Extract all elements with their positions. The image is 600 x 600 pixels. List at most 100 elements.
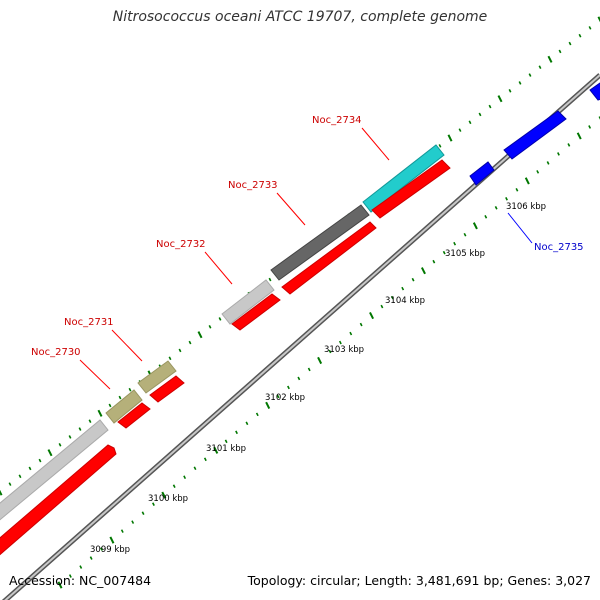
reverse-feature-track xyxy=(469,76,600,186)
tick-mark xyxy=(109,536,115,544)
cds-red-left[interactable] xyxy=(0,444,117,565)
feature-grey-left[interactable] xyxy=(0,419,109,538)
tick-mark xyxy=(193,466,197,471)
tick-mark xyxy=(472,222,478,230)
tick-mark xyxy=(224,439,228,444)
tick-mark xyxy=(515,188,519,192)
tick-mark xyxy=(213,446,219,454)
cds-red-2733[interactable] xyxy=(281,221,377,295)
feature-blue-2735[interactable] xyxy=(469,161,495,186)
tick-mark xyxy=(141,511,145,515)
feature-blue-2737[interactable] xyxy=(589,76,600,101)
cds-red-2734[interactable] xyxy=(371,159,451,219)
tick-mark xyxy=(447,134,453,142)
tick-mark xyxy=(255,412,259,417)
tick-mark xyxy=(558,49,562,54)
tick-mark xyxy=(494,206,498,210)
tick-mark xyxy=(557,152,560,156)
feature-olive-1[interactable] xyxy=(105,389,143,424)
feature-blue-2736[interactable] xyxy=(503,110,567,160)
tick-mark xyxy=(380,304,384,309)
tick-mark xyxy=(420,267,426,275)
accession-text: Accession: NC_007484 xyxy=(9,573,152,588)
tick-mark xyxy=(328,349,332,354)
tick-mark xyxy=(100,547,103,551)
tick-mark xyxy=(57,581,63,589)
tick-mark xyxy=(68,435,72,439)
tick-mark xyxy=(390,295,394,300)
tick-mark xyxy=(218,317,222,321)
tick-mark xyxy=(108,403,112,408)
tick-mark xyxy=(297,376,301,381)
tick-mark xyxy=(97,409,103,417)
tick-mark xyxy=(497,95,503,103)
tick-mark xyxy=(597,16,600,23)
gene-label-noc-2731[interactable]: Noc_2731 xyxy=(64,317,114,328)
cds-red-2732[interactable] xyxy=(231,293,281,331)
feature-track-outer xyxy=(0,144,445,538)
tick-mark xyxy=(0,489,3,496)
gene-label-noc-2732[interactable]: Noc_2732 xyxy=(156,239,206,250)
tick-mark xyxy=(349,331,353,336)
tick-mark xyxy=(401,286,405,291)
tick-mark xyxy=(120,529,124,533)
tick-mark xyxy=(567,143,571,147)
gene-label-noc-2730[interactable]: Noc_2730 xyxy=(31,347,81,358)
cds-track xyxy=(0,159,451,565)
tick-mark xyxy=(478,112,482,117)
feature-lightgrey-2732[interactable] xyxy=(221,279,275,325)
tick-mark xyxy=(359,322,363,327)
genome-summary-text: Topology: circular; Length: 3,481,691 bp… xyxy=(247,573,591,588)
tick-mark xyxy=(8,482,12,486)
gene-label-noc-2735[interactable]: Noc_2735 xyxy=(534,242,584,253)
gene-label-leaders xyxy=(79,127,533,390)
tick-mark xyxy=(463,232,467,237)
tick-mark xyxy=(68,574,72,578)
tick-mark xyxy=(208,325,212,329)
scale-label: 3105 kbp xyxy=(445,249,485,259)
gene-label-noc-2734[interactable]: Noc_2734 xyxy=(312,115,362,126)
feature-darkgrey-2733[interactable] xyxy=(270,204,370,281)
gene-label-noc-2733[interactable]: Noc_2733 xyxy=(228,180,278,191)
tick-mark xyxy=(538,65,542,69)
tick-mark xyxy=(28,466,32,471)
tick-mark xyxy=(78,427,82,431)
tick-mark xyxy=(438,144,442,148)
tick-mark xyxy=(203,457,207,462)
tick-mark xyxy=(518,81,522,85)
tick-mark xyxy=(268,277,272,282)
tick-mark xyxy=(411,277,415,282)
tick-mark xyxy=(453,241,457,246)
tick-mark xyxy=(188,340,192,345)
tick-mark xyxy=(528,73,532,77)
feature-cyan-2734[interactable] xyxy=(362,144,445,213)
tick-mark xyxy=(131,520,135,524)
tick-mark xyxy=(168,356,172,361)
gene-labels: Noc_2730 Noc_2731 Noc_2732 Noc_2733 Noc_… xyxy=(31,115,584,358)
scale-labels: 3099 kbp 3100 kbp 3101 kbp 3102 kbp 3103… xyxy=(90,202,546,555)
feature-olive-2[interactable] xyxy=(137,360,177,394)
tick-mark xyxy=(287,385,290,390)
tick-mark xyxy=(47,449,53,457)
scale-label: 3100 kbp xyxy=(148,494,188,504)
tick-mark xyxy=(546,161,550,165)
tick-mark xyxy=(524,177,530,185)
tick-mark xyxy=(183,475,187,480)
tick-mark xyxy=(576,132,582,140)
reverse-tick-row xyxy=(57,116,600,589)
tick-mark xyxy=(118,395,122,400)
cds-red-2731[interactable] xyxy=(149,375,185,403)
tick-mark xyxy=(161,491,167,499)
map-title: Nitrosococcus oceani ATCC 19707, complet… xyxy=(112,9,488,25)
scale-label: 3099 kbp xyxy=(90,545,130,555)
tick-mark xyxy=(547,55,553,63)
cds-red-2730[interactable] xyxy=(117,402,151,429)
tick-mark xyxy=(307,367,311,372)
tick-mark xyxy=(338,340,342,345)
scale-label: 3102 kbp xyxy=(265,393,305,403)
tick-mark xyxy=(245,421,249,426)
tick-mark xyxy=(79,565,83,569)
tick-mark xyxy=(568,41,572,46)
tick-mark xyxy=(578,33,582,38)
